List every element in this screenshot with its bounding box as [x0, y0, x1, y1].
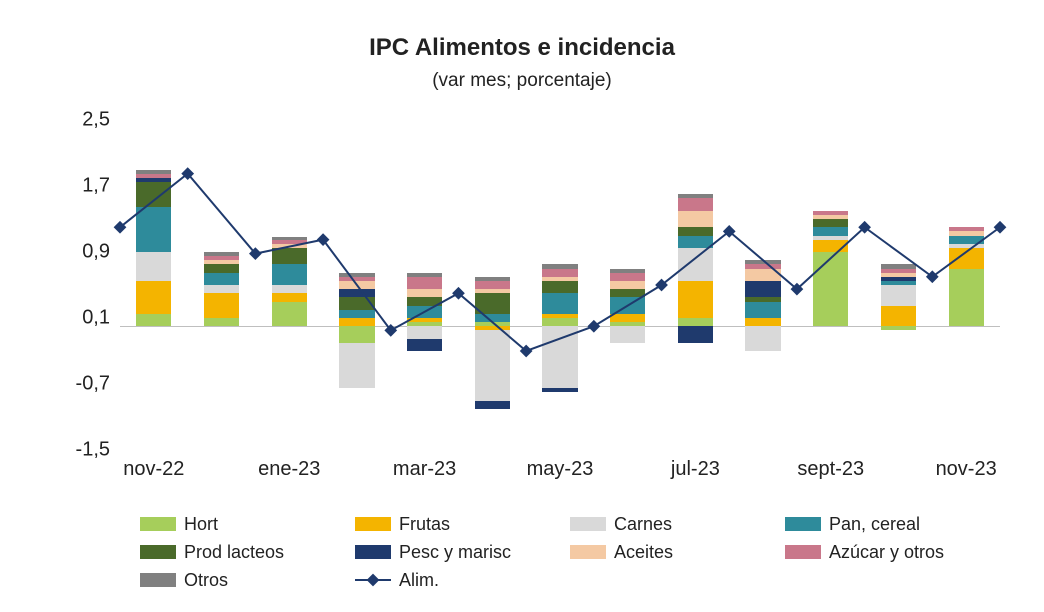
legend-item: Hort [140, 510, 355, 538]
legend-item: Pesc y marisc [355, 538, 570, 566]
x-tick-label: sept-23 [797, 458, 864, 481]
legend-label: Frutas [399, 514, 450, 535]
legend-swatch [570, 517, 606, 531]
legend-label: Pan, cereal [829, 514, 920, 535]
legend-item: Frutas [355, 510, 570, 538]
legend-item: Carnes [570, 510, 785, 538]
legend-swatch [140, 517, 176, 531]
legend-label: Aceites [614, 542, 673, 563]
legend-swatch-line [355, 573, 391, 587]
legend-item: Pan, cereal [785, 510, 1000, 538]
y-tick-label: 0,9 [82, 241, 110, 264]
legend-item: Otros [140, 566, 355, 594]
y-tick-label: 1,7 [82, 175, 110, 198]
y-tick-label: 2,5 [82, 109, 110, 132]
legend-label: Pesc y marisc [399, 542, 511, 563]
line-layer [120, 120, 1000, 450]
legend-item: Azúcar y otros [785, 538, 1000, 566]
x-tick-label: nov-22 [123, 458, 184, 481]
y-tick-label: -0,7 [76, 373, 110, 396]
x-tick-label: ene-23 [258, 458, 320, 481]
x-tick-label: jul-23 [671, 458, 720, 481]
legend-item: Prod lacteos [140, 538, 355, 566]
legend-item: Aceites [570, 538, 785, 566]
y-tick-label: 0,1 [82, 307, 110, 330]
legend-label: Prod lacteos [184, 542, 284, 563]
legend-swatch [570, 545, 606, 559]
legend-item: Alim. [355, 566, 570, 594]
x-tick-label: nov-23 [936, 458, 997, 481]
x-tick-label: mar-23 [393, 458, 456, 481]
chart-title: IPC Alimentos e incidencia [0, 34, 1044, 62]
chart-container: IPC Alimentos e incidencia (var mes; por… [0, 0, 1044, 612]
legend-label: Carnes [614, 514, 672, 535]
x-tick-label: may-23 [527, 458, 594, 481]
legend-swatch [355, 545, 391, 559]
y-tick-label: -1,5 [76, 439, 110, 462]
legend-swatch [785, 517, 821, 531]
legend: Hort Frutas Carnes Pan, cereal Prod lacteos P… [140, 510, 1010, 594]
plot-area: -1,5-0,70,10,91,72,5nov-22ene-23mar-23ma… [120, 120, 1000, 450]
legend-label: Otros [184, 570, 228, 591]
legend-swatch [140, 573, 176, 587]
alim-marker [587, 320, 600, 333]
legend-label: Azúcar y otros [829, 542, 944, 563]
legend-swatch [140, 545, 176, 559]
legend-swatch [785, 545, 821, 559]
legend-swatch [355, 517, 391, 531]
legend-label: Alim. [399, 570, 439, 591]
chart-subtitle: (var mes; porcentaje) [0, 70, 1044, 92]
alim-line [120, 174, 1000, 351]
legend-label: Hort [184, 514, 218, 535]
